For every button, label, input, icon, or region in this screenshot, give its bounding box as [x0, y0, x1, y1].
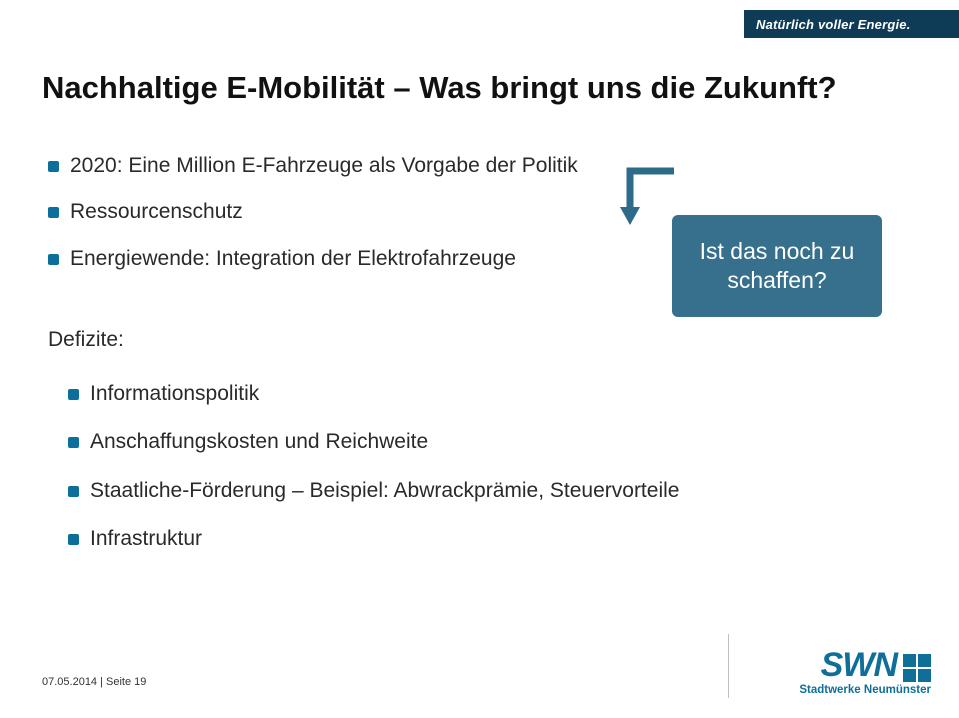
logo-main-row: SWN [821, 650, 931, 682]
list-item: Ressourcenschutz [48, 198, 608, 226]
callout-box: Ist das noch zu schaffen? [672, 215, 882, 317]
list-item: Anschaffungskosten und Reichweite [68, 428, 688, 456]
defizite-bullet-list: Informationspolitik Anschaffungskosten u… [68, 380, 688, 573]
logo-text: SWN [821, 650, 897, 681]
footer-divider [728, 634, 729, 698]
callout-text: Ist das noch zu schaffen? [686, 237, 868, 295]
brand-tagline: Natürlich voller Energie. [756, 17, 911, 32]
page-title: Nachhaltige E-Mobilität – Was bringt uns… [42, 70, 837, 106]
list-item: Staatliche-Förderung – Beispiel: Abwrack… [68, 477, 688, 505]
list-item: Energiewende: Integration der Elektrofah… [48, 245, 608, 273]
brand-topbar: Natürlich voller Energie. [744, 10, 959, 38]
footer-date-page: 07.05.2014 | Seite 19 [42, 676, 146, 688]
defizite-heading: Defizite: [48, 328, 124, 352]
logo-squares-icon [903, 654, 931, 682]
company-logo: SWN Stadtwerke Neumünster [741, 634, 931, 696]
list-item: Informationspolitik [68, 380, 688, 408]
main-bullet-list: 2020: Eine Million E-Fahrzeuge als Vorga… [48, 152, 608, 291]
list-item: 2020: Eine Million E-Fahrzeuge als Vorga… [48, 152, 608, 180]
list-item: Infrastruktur [68, 525, 688, 553]
logo-subtitle: Stadtwerke Neumünster [799, 684, 931, 696]
